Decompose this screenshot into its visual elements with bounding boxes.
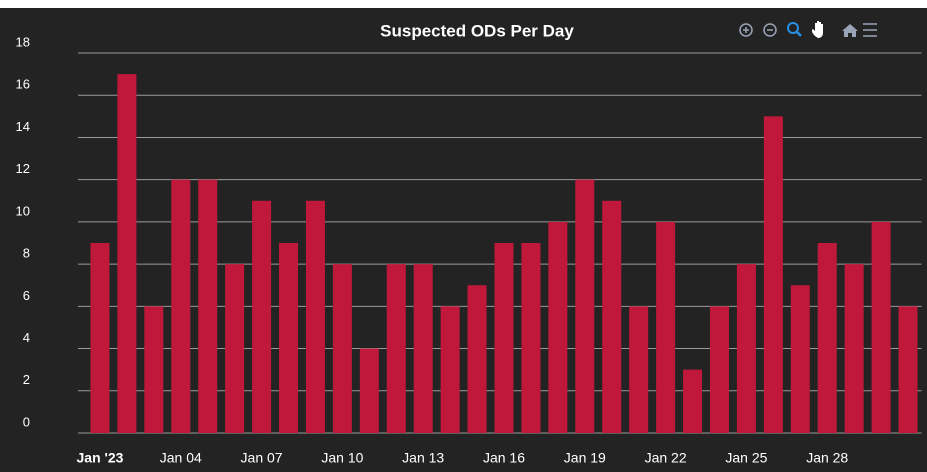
bar — [359, 348, 379, 433]
bar — [279, 243, 299, 433]
chart-background — [0, 8, 927, 472]
bar — [763, 116, 783, 433]
y-tick-label: 18 — [16, 34, 30, 49]
y-tick-label: 8 — [23, 246, 30, 261]
bar — [144, 306, 164, 433]
x-tick-label: Jan '23 — [77, 450, 124, 466]
bar — [225, 264, 245, 433]
x-tick-label: Jan 04 — [160, 450, 202, 466]
bar — [494, 243, 514, 433]
bar — [817, 243, 837, 433]
bar — [467, 285, 487, 433]
y-tick-label: 0 — [23, 414, 30, 429]
x-tick-label: Jan 28 — [806, 450, 848, 466]
bar — [709, 306, 729, 433]
bar — [629, 306, 649, 433]
y-tick-label: 6 — [23, 288, 30, 303]
y-tick-label: 16 — [16, 77, 30, 92]
bar — [305, 200, 325, 433]
bar — [602, 200, 622, 433]
bar — [252, 200, 272, 433]
bar — [198, 179, 218, 433]
toolbar — [739, 21, 877, 38]
bar — [844, 264, 864, 433]
y-tick-label: 14 — [16, 119, 30, 134]
x-tick-label: Jan 13 — [402, 450, 444, 466]
bar — [90, 243, 110, 433]
bar — [440, 306, 460, 433]
chart-title: Suspected ODs Per Day — [380, 21, 574, 40]
x-tick-label: Jan 22 — [645, 450, 687, 466]
bar — [521, 243, 541, 433]
zoom-in-button[interactable] — [739, 23, 753, 37]
bar — [548, 221, 568, 433]
bar — [386, 264, 406, 433]
bar — [332, 264, 352, 433]
x-tick-label: Jan 16 — [483, 450, 525, 466]
zoom-out-button[interactable] — [763, 23, 777, 37]
menu-button[interactable] — [863, 23, 877, 37]
y-tick-label: 12 — [16, 161, 30, 176]
bar — [117, 74, 137, 433]
bar — [656, 221, 676, 433]
x-tick-label: Jan 19 — [564, 450, 606, 466]
bar — [736, 264, 756, 433]
y-tick-label: 10 — [16, 203, 30, 218]
x-tick-label: Jan 10 — [321, 450, 363, 466]
bar — [871, 221, 891, 433]
zoom-select-button[interactable] — [787, 22, 802, 37]
y-tick-label: 2 — [23, 372, 30, 387]
y-tick-label: 4 — [23, 330, 30, 345]
bar — [898, 306, 918, 433]
bar — [790, 285, 810, 433]
bar — [575, 179, 595, 433]
x-tick-label: Jan 07 — [241, 450, 283, 466]
x-tick-label: Jan 25 — [725, 450, 767, 466]
pan-button[interactable] — [811, 21, 823, 38]
bar — [683, 369, 703, 433]
bar — [413, 264, 433, 433]
bar — [171, 179, 191, 433]
home-button[interactable] — [842, 24, 858, 37]
